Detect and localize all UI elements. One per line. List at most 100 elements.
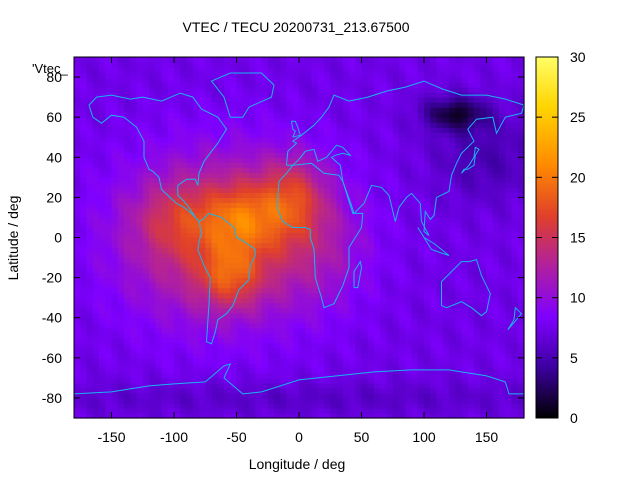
heatmap-cell [92,407,100,414]
heatmap-cell [311,357,319,364]
heatmap-cell [80,232,88,239]
heatmap-cell [486,232,494,239]
heatmap-cell [111,342,119,349]
heatmap-cell [492,197,500,203]
heatmap-cell [286,332,294,339]
heatmap-cell [492,287,500,294]
heatmap-cell [249,182,256,188]
heatmap-cell [292,302,300,309]
heatmap-cell [305,407,313,414]
heatmap-cell [236,327,244,334]
heatmap-cell [492,327,500,334]
heatmap-cell [299,102,306,108]
heatmap-cell [455,127,463,133]
heatmap-cell [474,232,481,239]
heatmap-cell [305,402,313,409]
heatmap-cell [367,177,375,183]
heatmap-cell [124,137,131,143]
heatmap-cell [130,292,138,299]
heatmap-cell [436,352,444,359]
heatmap-cell [367,77,375,83]
heatmap-cell [474,137,481,143]
heatmap-cell [230,252,238,259]
heatmap-cell [280,217,288,224]
heatmap-cell [249,247,256,254]
heatmap-cell [186,387,194,394]
heatmap-cell [236,167,244,173]
heatmap-cell [124,372,131,379]
heatmap-cell [74,327,81,334]
heatmap-cell [292,342,300,349]
heatmap-cell [267,392,275,399]
heatmap-cell [324,327,331,334]
heatmap-cell [249,82,256,88]
heatmap-cell [161,197,169,203]
heatmap-cell [505,162,513,168]
heatmap-cell [324,222,331,229]
heatmap-cell [399,122,406,128]
heatmap-cell [92,382,100,389]
heatmap-cell [86,382,94,389]
heatmap-cell [211,187,219,193]
heatmap-cell [117,172,125,178]
heatmap-cell [292,407,300,414]
heatmap-cell [349,102,356,108]
heatmap-cell [430,282,438,289]
heatmap-cell [199,342,206,349]
heatmap-cell [186,162,194,168]
heatmap-cell [186,72,194,78]
heatmap-cell [142,282,150,289]
heatmap-cell [474,297,481,304]
heatmap-cell [280,317,288,324]
heatmap-cell [186,282,194,289]
heatmap-cell [330,77,338,83]
heatmap-cell [180,327,188,334]
heatmap-cell [130,77,138,83]
heatmap-cell [492,132,500,138]
heatmap-cell [361,107,369,113]
heatmap-cell [242,362,250,369]
heatmap-cell [80,87,88,93]
heatmap-cell [117,217,125,224]
heatmap-cell [499,242,506,249]
heatmap-cell [367,277,375,284]
heatmap-cell [117,297,125,304]
heatmap-cell [299,117,306,123]
heatmap-cell [349,207,356,214]
heatmap-cell [499,97,506,103]
heatmap-cell [505,227,513,234]
heatmap-cell [317,267,325,274]
heatmap-cell [267,262,275,269]
heatmap-cell [417,102,425,108]
heatmap-cell [417,322,425,329]
heatmap-cell [480,87,488,93]
heatmap-cell [449,177,456,183]
heatmap-cell [142,372,150,379]
heatmap-cell [142,357,150,364]
heatmap-cell [105,207,113,214]
heatmap-cell [180,302,188,309]
heatmap-cell [80,252,88,259]
heatmap-cell [336,317,344,324]
heatmap-cell [280,117,288,123]
heatmap-cell [486,152,494,158]
heatmap-cell [511,402,519,409]
heatmap-cell [105,237,113,244]
heatmap-cell [192,337,200,344]
heatmap-cell [149,352,156,359]
heatmap-cell [155,327,163,334]
heatmap-cell [455,292,463,299]
heatmap-cell [349,332,356,339]
heatmap-cell [149,257,156,264]
heatmap-cell [242,412,250,419]
heatmap-cell [467,107,475,113]
heatmap-cell [174,292,181,299]
heatmap-cell [261,347,269,354]
heatmap-cell [192,202,200,209]
heatmap-cell [349,387,356,394]
heatmap-cell [211,172,219,178]
heatmap-cell [242,407,250,414]
heatmap-cell [405,82,413,88]
heatmap-cell [274,347,281,354]
heatmap-cell [267,107,275,113]
